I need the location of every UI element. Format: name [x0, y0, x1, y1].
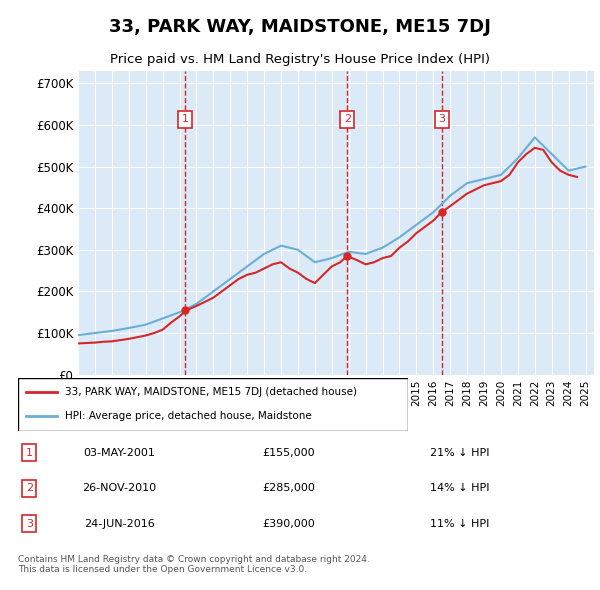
- Text: HPI: Average price, detached house, Maidstone: HPI: Average price, detached house, Maid…: [65, 411, 311, 421]
- Text: 33, PARK WAY, MAIDSTONE, ME15 7DJ: 33, PARK WAY, MAIDSTONE, ME15 7DJ: [109, 18, 491, 36]
- Text: 21% ↓ HPI: 21% ↓ HPI: [430, 448, 489, 458]
- Text: 11% ↓ HPI: 11% ↓ HPI: [430, 519, 489, 529]
- Text: 2: 2: [344, 114, 351, 124]
- Text: 33, PARK WAY, MAIDSTONE, ME15 7DJ (detached house): 33, PARK WAY, MAIDSTONE, ME15 7DJ (detac…: [65, 388, 357, 398]
- Text: 3: 3: [26, 519, 33, 529]
- Text: 14% ↓ HPI: 14% ↓ HPI: [430, 483, 489, 493]
- Text: £390,000: £390,000: [262, 519, 315, 529]
- Text: 1: 1: [26, 448, 33, 458]
- Text: £285,000: £285,000: [262, 483, 315, 493]
- Text: Price paid vs. HM Land Registry's House Price Index (HPI): Price paid vs. HM Land Registry's House …: [110, 53, 490, 66]
- FancyBboxPatch shape: [18, 378, 408, 431]
- Text: 03-MAY-2001: 03-MAY-2001: [83, 448, 155, 458]
- Text: 1: 1: [182, 114, 188, 124]
- Text: £155,000: £155,000: [262, 448, 315, 458]
- Text: 24-JUN-2016: 24-JUN-2016: [84, 519, 155, 529]
- Text: 2: 2: [26, 483, 33, 493]
- Text: Contains HM Land Registry data © Crown copyright and database right 2024.
This d: Contains HM Land Registry data © Crown c…: [18, 555, 370, 574]
- Text: 3: 3: [438, 114, 445, 124]
- Text: 26-NOV-2010: 26-NOV-2010: [82, 483, 157, 493]
